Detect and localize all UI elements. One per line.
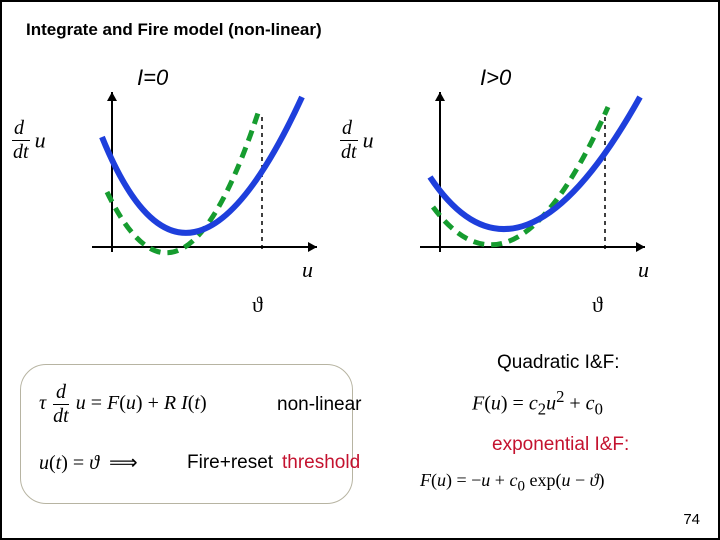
exp-eq: F(u) = −u + c0 exp(u − ϑ): [420, 470, 604, 496]
label-threshold: threshold: [282, 452, 360, 474]
chart-left-theta: ϑ: [252, 292, 263, 318]
exp-title: exponential I&F:: [492, 434, 629, 456]
slide-title: Integrate and Fire model (non-linear): [26, 20, 322, 40]
chart-left-ylabel: d dt u: [12, 117, 46, 164]
page-number: 74: [683, 511, 700, 528]
equation-box: τ d dt u = F(u) + R I(t) u(t) = ϑ ⟹: [20, 364, 353, 504]
chart-right-svg: [390, 77, 650, 297]
quad-eq: F(u) = c2u2 + c0: [472, 387, 603, 420]
chart-right-xlabel: u: [638, 257, 649, 283]
label-nonlinear: non-linear: [277, 394, 362, 416]
label-fire-reset: Fire+reset: [187, 452, 273, 474]
quad-title: Quadratic I&F:: [497, 352, 620, 374]
chart-right-theta: ϑ: [592, 292, 603, 318]
chart-right: I>0 d dt u u ϑ: [390, 57, 670, 297]
chart-left-svg: [62, 77, 322, 297]
chart-left-xlabel: u: [302, 257, 313, 283]
chart-left: I=0 d dt u u ϑ: [62, 57, 342, 297]
chart-right-ylabel: d dt u: [340, 117, 374, 164]
